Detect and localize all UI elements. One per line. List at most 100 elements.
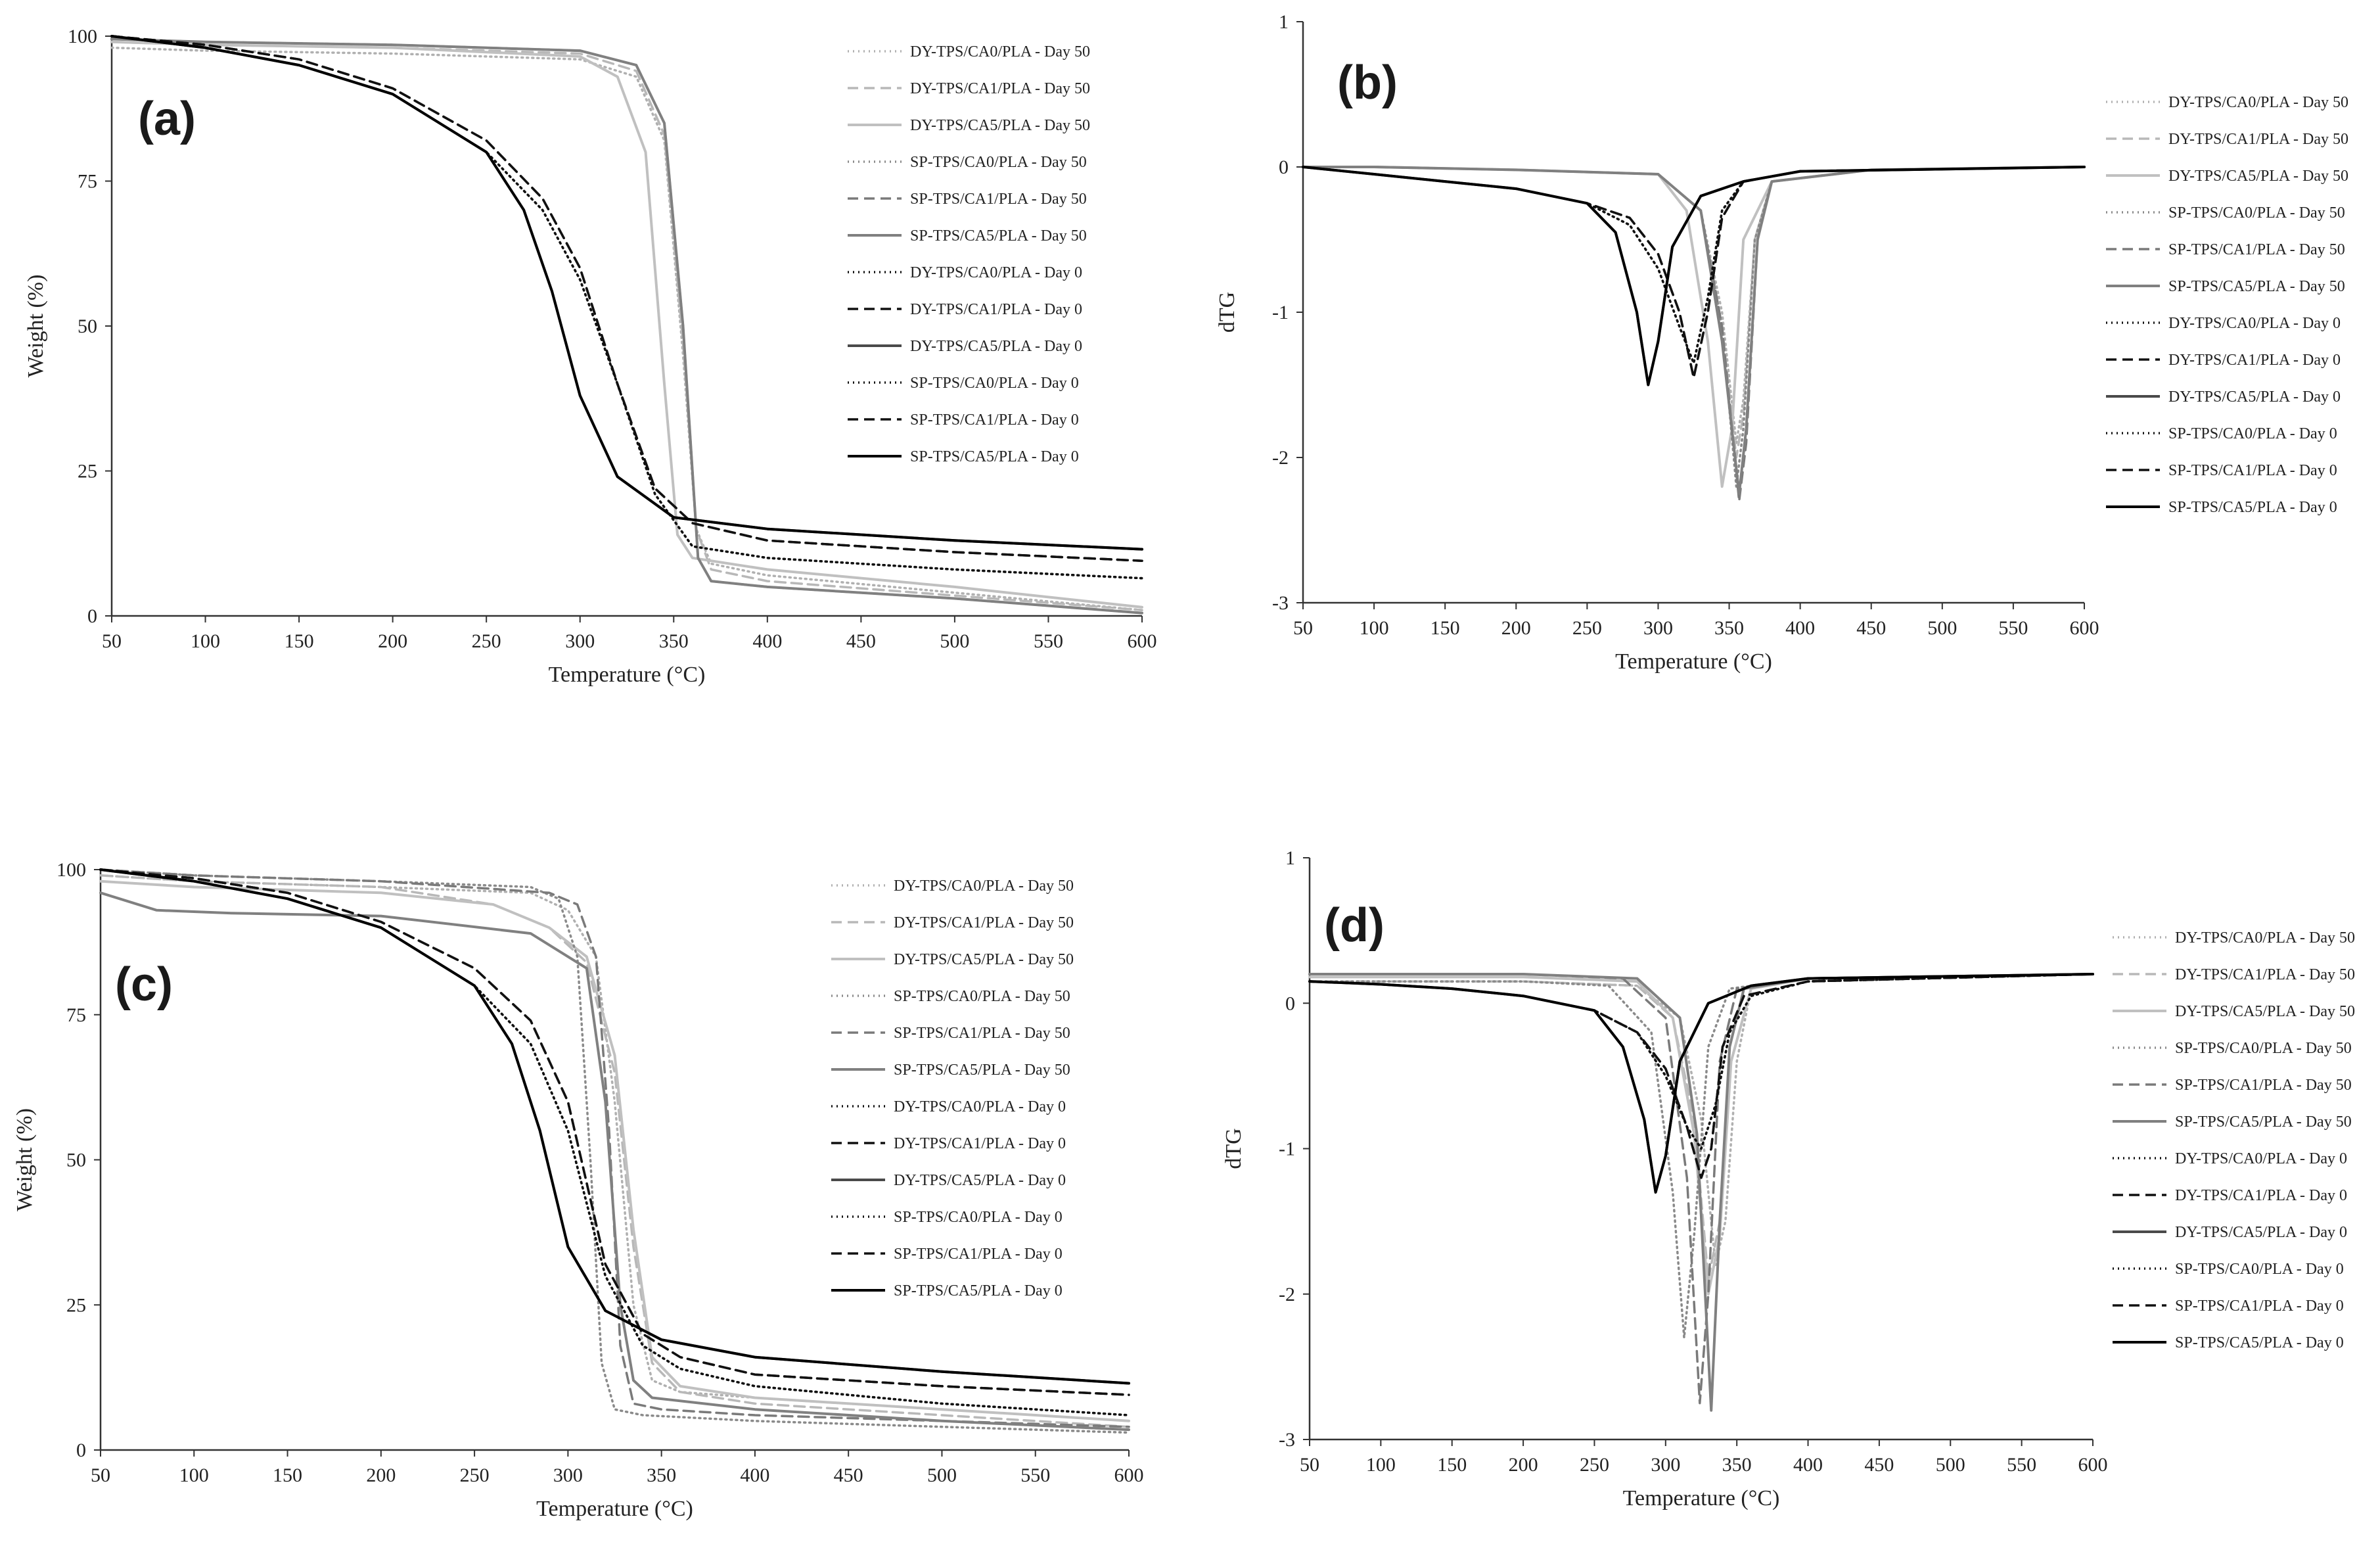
- x-axis-label: Temperature (°C): [1623, 1486, 1780, 1510]
- x-axis-label: Temperature (°C): [1615, 649, 1772, 674]
- legend-entry: SP-TPS/CA1/PLA - Day 0: [894, 1246, 1063, 1263]
- series-line: [99, 879, 1130, 1422]
- panel-c: 50 100 150 200 250 300 350 400 450 500 550 600 0 25 50…: [12, 859, 1144, 1521]
- legend-entry: SP-TPS/CA1/PLA - Day 0: [2168, 462, 2337, 479]
- legend-entry: DY-TPS/CA0/PLA - Day 0: [910, 264, 1082, 281]
- legend-entry: DY-TPS/CA0/PLA - Day 50: [910, 43, 1090, 60]
- x-tick-label: 50: [1300, 1454, 1319, 1476]
- legend-entry: SP-TPS/CA5/PLA - Day 50: [2175, 1113, 2352, 1131]
- y-tick-label: 50: [78, 316, 97, 337]
- y-tick-label: -2: [1279, 1284, 1295, 1305]
- series-line: [99, 874, 1130, 1428]
- legend-entry: DY-TPS/CA0/PLA - Day 50: [2168, 94, 2348, 111]
- x-tick-label: 100: [1366, 1454, 1396, 1476]
- series-line: [1308, 973, 2094, 1339]
- series-line: [110, 35, 1143, 551]
- series-line: [1302, 166, 2086, 386]
- series-line: [99, 868, 1130, 1385]
- x-tick-label: 450: [834, 1464, 863, 1486]
- legend-entry: SP-TPS/CA5/PLA - Day 0: [2175, 1334, 2344, 1351]
- x-tick-label: 350: [659, 630, 689, 652]
- legend-entry: SP-TPS/CA0/PLA - Day 0: [910, 375, 1079, 392]
- series-line: [110, 35, 1143, 551]
- x-axis-label: Temperature (°C): [536, 1497, 693, 1521]
- y-tick-label: 75: [78, 171, 97, 193]
- series-line: [110, 40, 1143, 609]
- legend-entry: DY-TPS/CA1/PLA - Day 50: [910, 80, 1090, 97]
- legend-entry: DY-TPS/CA0/PLA - Day 0: [2175, 1150, 2347, 1167]
- series-line: [1308, 973, 2094, 1194]
- panel-label: (a): [138, 93, 196, 145]
- series-line: [99, 868, 1130, 1428]
- x-tick-label: 500: [940, 630, 969, 652]
- series-line: [1302, 166, 2086, 488]
- legend-entry: SP-TPS/CA0/PLA - Day 50: [910, 154, 1087, 171]
- x-tick-label: 250: [1580, 1454, 1609, 1476]
- series-line: [1302, 166, 2086, 365]
- x-tick-label: 500: [927, 1464, 957, 1486]
- legend-entry: DY-TPS/CA0/PLA - Day 50: [894, 877, 1074, 895]
- x-tick-label: 600: [1128, 630, 1157, 652]
- legend-entry: SP-TPS/CA1/PLA - Day 0: [910, 411, 1079, 429]
- legend-entry: SP-TPS/CA1/PLA - Day 50: [894, 1025, 1070, 1042]
- y-tick-label: 25: [66, 1294, 86, 1316]
- x-tick-label: 150: [1437, 1454, 1467, 1476]
- x-tick-label: 200: [1509, 1454, 1538, 1476]
- y-tick-label: 100: [57, 859, 86, 881]
- legend-entry: DY-TPS/CA5/PLA - Day 0: [2168, 388, 2341, 406]
- legend-entry: DY-TPS/CA0/PLA - Day 0: [2168, 315, 2341, 332]
- x-tick-label: 600: [2078, 1454, 2108, 1476]
- legend-entry: DY-TPS/CA1/PLA - Day 0: [894, 1135, 1066, 1152]
- legend-entry: DY-TPS/CA5/PLA - Day 0: [2175, 1224, 2347, 1241]
- legend-entry: SP-TPS/CA5/PLA - Day 50: [910, 227, 1087, 245]
- legend-entry: SP-TPS/CA5/PLA - Day 0: [894, 1282, 1063, 1299]
- panel-d: 50 100 150 200 250 300 350 400 450 500 550 600 -3 -2 -…: [1222, 847, 2355, 1510]
- y-tick-label: -1: [1279, 1138, 1295, 1160]
- x-tick-label: 450: [846, 630, 876, 652]
- x-tick-label: 150: [273, 1464, 302, 1486]
- x-tick-label: 350: [1722, 1454, 1752, 1476]
- series-line: [1302, 166, 2086, 386]
- x-tick-label: 350: [1714, 617, 1744, 639]
- x-tick-label: 100: [1360, 617, 1389, 639]
- x-tick-label: 100: [179, 1464, 209, 1486]
- series-line: [1302, 166, 2086, 503]
- series-line: [1302, 166, 2086, 379]
- legend-entry: SP-TPS/CA0/PLA - Day 50: [894, 988, 1070, 1005]
- y-axis-label: dTG: [1215, 292, 1239, 333]
- x-tick-label: 450: [1864, 1454, 1894, 1476]
- legend-entry: SP-TPS/CA0/PLA - Day 50: [2175, 1040, 2352, 1057]
- panel-label: (b): [1337, 57, 1398, 109]
- x-tick-label: 400: [1785, 617, 1815, 639]
- x-tick-label: 250: [472, 630, 501, 652]
- x-tick-label: 150: [285, 630, 314, 652]
- series-line: [110, 35, 1143, 562]
- x-tick-label: 400: [1793, 1454, 1823, 1476]
- x-tick-label: 250: [460, 1464, 490, 1486]
- x-tick-label: 50: [91, 1464, 110, 1486]
- y-tick-label: -2: [1272, 447, 1289, 469]
- legend-entry: SP-TPS/CA1/PLA - Day 50: [2175, 1077, 2352, 1094]
- legend-entry: DY-TPS/CA1/PLA - Day 0: [2175, 1187, 2347, 1204]
- x-tick-label: 600: [2070, 617, 2099, 639]
- series-line: [99, 868, 1130, 1396]
- legend-entry: DY-TPS/CA5/PLA - Day 0: [894, 1172, 1066, 1189]
- series-line: [1302, 166, 2086, 379]
- x-tick-label: 300: [553, 1464, 583, 1486]
- x-tick-label: 450: [1856, 617, 1886, 639]
- legend-entry: SP-TPS/CA0/PLA - Day 50: [2168, 204, 2345, 222]
- legend-entry: SP-TPS/CA5/PLA - Day 50: [2168, 278, 2345, 295]
- x-tick-label: 350: [647, 1464, 676, 1486]
- series-line: [1308, 973, 2094, 1412]
- legend-entry: DY-TPS/CA5/PLA - Day 50: [2175, 1003, 2355, 1020]
- legend-entry: SP-TPS/CA5/PLA - Day 0: [2168, 499, 2337, 516]
- series-line: [1302, 166, 2086, 488]
- x-tick-label: 550: [2007, 1454, 2036, 1476]
- x-tick-label: 300: [1651, 1454, 1680, 1476]
- series-line: [99, 868, 1130, 1385]
- legend-entry: DY-TPS/CA1/PLA - Day 0: [2168, 352, 2341, 369]
- legend-entry: SP-TPS/CA5/PLA - Day 0: [910, 448, 1079, 465]
- y-tick-label: 0: [1279, 156, 1289, 178]
- y-tick-label: -1: [1272, 302, 1289, 323]
